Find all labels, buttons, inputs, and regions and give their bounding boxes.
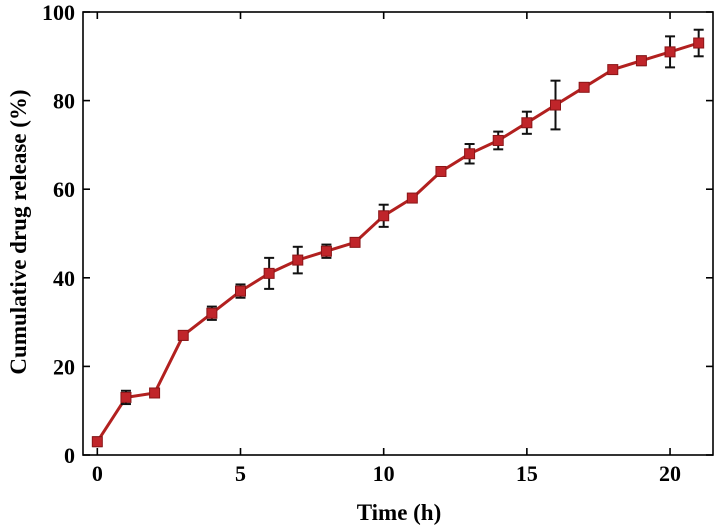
data-point — [464, 148, 476, 160]
x-tick-label: 10 — [373, 461, 395, 486]
data-point — [435, 165, 447, 177]
plot-frame — [82, 11, 714, 456]
data-point — [263, 267, 275, 279]
data-point — [607, 64, 619, 76]
data-point — [406, 192, 418, 204]
series-line — [96, 41, 700, 443]
x-tick-label: 5 — [235, 461, 246, 486]
data-point — [292, 254, 304, 266]
data-point — [693, 37, 705, 49]
data-point — [91, 436, 103, 448]
data-point — [149, 387, 161, 399]
y-tick-label: 60 — [53, 177, 75, 202]
x-axis-title: Time (h) — [357, 500, 442, 525]
x-tick-label: 0 — [92, 461, 103, 486]
data-point — [578, 81, 590, 93]
data-point — [206, 307, 218, 319]
data-point — [664, 46, 676, 58]
x-tick-label: 20 — [659, 461, 681, 486]
y-tick-label: 80 — [53, 89, 75, 114]
series — [91, 28, 705, 448]
y-tick-label: 100 — [42, 0, 75, 25]
y-tick-label: 20 — [53, 354, 75, 379]
data-point — [349, 236, 361, 248]
y-axis-title: Cumulative drug release (%) — [6, 89, 31, 374]
data-point — [235, 285, 246, 297]
data-point — [120, 391, 132, 403]
data-point — [635, 55, 647, 67]
y-tick-label: 0 — [64, 443, 75, 468]
data-point — [177, 329, 189, 341]
x-tick-label: 15 — [516, 461, 538, 486]
data-point — [320, 245, 332, 257]
data-point — [550, 99, 561, 111]
y-tick-label: 40 — [53, 266, 75, 291]
data-point — [521, 117, 533, 129]
data-point — [492, 134, 504, 146]
data-point — [378, 210, 390, 222]
axes: 0 5 10 15 20 0 20 40 60 80 100 — [42, 0, 714, 486]
